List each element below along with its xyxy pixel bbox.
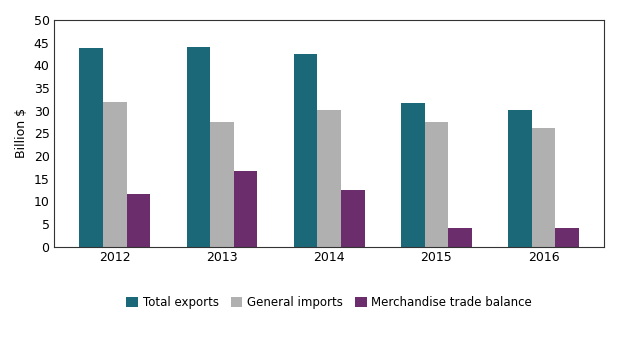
Y-axis label: Billion $: Billion $: [15, 108, 28, 158]
Bar: [126, 194, 150, 247]
Bar: [234, 171, 258, 247]
Bar: [318, 110, 341, 247]
Bar: [425, 122, 448, 247]
Bar: [294, 55, 318, 247]
Bar: [401, 103, 425, 247]
Bar: [186, 47, 210, 247]
Bar: [210, 122, 234, 247]
Bar: [448, 228, 472, 247]
Bar: [532, 128, 555, 247]
Bar: [79, 48, 103, 247]
Legend: Total exports, General imports, Merchandise trade balance: Total exports, General imports, Merchand…: [121, 291, 537, 314]
Bar: [103, 102, 126, 247]
Bar: [508, 110, 532, 247]
Bar: [341, 190, 365, 247]
Bar: [555, 228, 579, 247]
